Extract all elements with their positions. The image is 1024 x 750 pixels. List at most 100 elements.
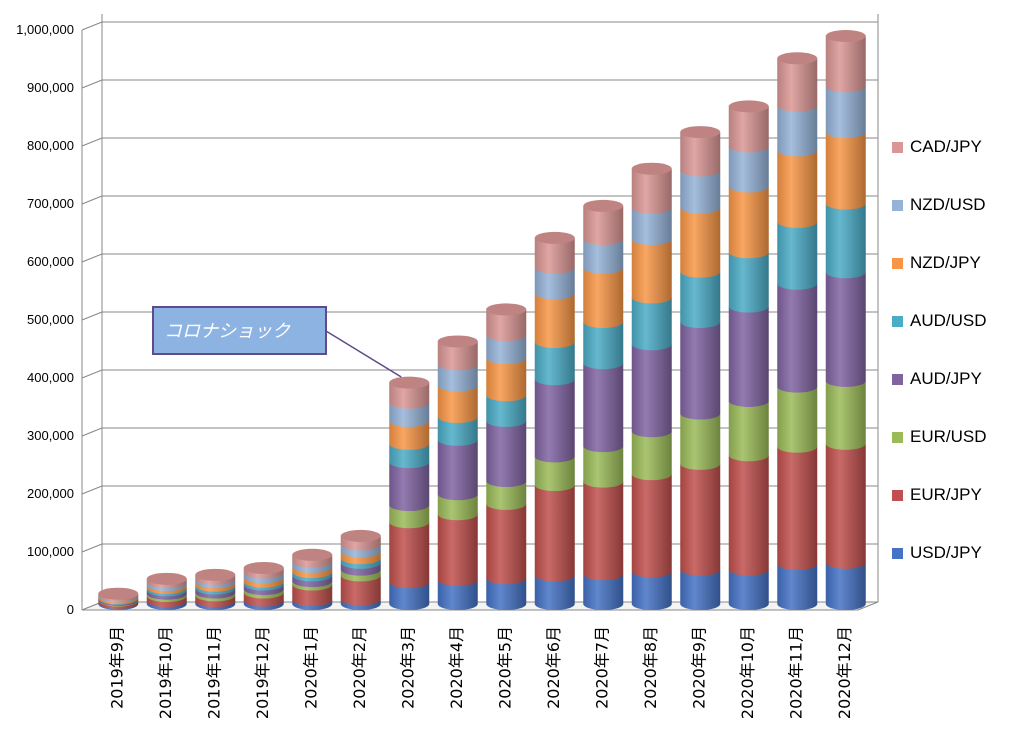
- legend-label: USD/JPY: [910, 543, 982, 562]
- bar-segment-eur-jpy: [389, 522, 430, 589]
- callout: コロナショック: [152, 306, 402, 378]
- x-tick-label: 2020年5月: [495, 626, 514, 709]
- bar-segment-cad-jpy: [583, 205, 624, 246]
- x-tick-label: 2019年10月: [156, 626, 175, 719]
- legend-swatch: [892, 548, 903, 559]
- bar-segment-usd-jpy: [534, 575, 575, 610]
- bar-top-cap: [777, 52, 818, 65]
- bar-segment-eur-jpy: [680, 463, 721, 576]
- bar-segment-eur-jpy: [486, 503, 527, 585]
- bar-segment-eur-usd: [583, 446, 624, 488]
- bar-segment-usd-jpy: [389, 582, 430, 610]
- bar-segment-usd-jpy: [680, 569, 721, 610]
- bar-segment-eur-jpy: [777, 446, 818, 570]
- gridline-side: [81, 79, 103, 89]
- bar-segment-aud-jpy: [486, 420, 527, 488]
- bar-segment-aud-usd: [534, 342, 575, 386]
- gridline-side: [81, 253, 103, 263]
- bar-segment-eur-jpy: [728, 455, 769, 576]
- bar-segment-aud-usd: [486, 395, 527, 427]
- bar-stack: [292, 548, 333, 610]
- bar-segment-usd-jpy: [486, 578, 527, 610]
- bar-segment-usd-jpy: [631, 571, 672, 610]
- bar-segment-eur-jpy: [437, 514, 478, 586]
- bar-segment-usd-jpy: [825, 562, 866, 610]
- gridline-side: [81, 369, 103, 379]
- bar-top-cap: [389, 376, 430, 389]
- x-tick-label: 2020年6月: [544, 626, 563, 709]
- bar-segment-cad-jpy: [437, 341, 478, 371]
- x-tick-label: 2020年7月: [592, 626, 611, 709]
- legend-swatch: [892, 432, 903, 443]
- bar-segment-eur-usd: [680, 413, 721, 470]
- bar-stack: [195, 568, 236, 610]
- bar-segment-nzd-usd: [583, 239, 624, 274]
- bar-stack: [534, 231, 575, 610]
- bar-top-cap: [534, 231, 575, 244]
- bar-top-cap: [340, 529, 381, 542]
- bar-segment-cad-jpy: [777, 58, 818, 112]
- y-tick-label: 300,000: [27, 428, 74, 443]
- bar-segment-eur-jpy: [340, 575, 381, 606]
- bar-segment-aud-usd: [680, 271, 721, 329]
- legend-swatch: [892, 142, 903, 153]
- bar-segment-cad-jpy: [389, 382, 430, 409]
- gridline-side: [81, 311, 103, 321]
- legend: CAD/JPY NZD/USD NZD/JPY AUD/USD AUD/JPY EUR/U…: [892, 137, 987, 562]
- bar-segment-cad-jpy: [680, 132, 721, 177]
- x-tick-label: 2020年10月: [738, 626, 757, 719]
- bar-stack: [680, 126, 721, 610]
- bar-segment-aud-usd: [389, 443, 430, 469]
- x-tick-label: 2019年11月: [204, 626, 223, 719]
- gridline-side: [81, 427, 103, 437]
- bar-segment-eur-usd: [631, 431, 672, 481]
- x-tick-label: 2020年2月: [350, 626, 369, 709]
- x-tick-label: 2020年1月: [301, 626, 320, 709]
- bar-stack: [777, 52, 818, 610]
- x-tick-label: 2020年12月: [835, 626, 854, 719]
- legend-swatch: [892, 374, 903, 385]
- bar-segment-eur-jpy: [631, 474, 672, 578]
- y-axis: 0 100,000 200,000 300,000 400,000 500,000 600,…: [16, 22, 83, 617]
- bar-segment-aud-jpy: [437, 439, 478, 501]
- x-tick-label: 2019年9月: [107, 626, 126, 709]
- bar-segment-cad-jpy: [631, 168, 672, 214]
- gridline-side: [81, 543, 103, 553]
- bar-segment-eur-usd: [389, 505, 430, 529]
- x-tick-label: 2020年8月: [641, 626, 660, 709]
- bar-segment-nzd-jpy: [680, 207, 721, 278]
- x-tick-label: 2020年3月: [398, 626, 417, 709]
- legend-swatch: [892, 258, 903, 269]
- bar-stack: [340, 529, 381, 610]
- bar-top-cap: [243, 561, 284, 574]
- bar-top-cap: [98, 587, 139, 600]
- bar-segment-aud-jpy: [728, 306, 769, 407]
- bar-segment-eur-jpy: [583, 481, 624, 581]
- bar-segment-usd-jpy: [583, 574, 624, 610]
- gridline-side: [81, 21, 103, 31]
- bar-segment-nzd-jpy: [437, 385, 478, 423]
- y-tick-label: 900,000: [27, 80, 74, 95]
- bar-top-cap: [631, 162, 672, 175]
- gridline-side: [81, 485, 103, 495]
- callout-pointer: [325, 330, 402, 378]
- bar-segment-aud-jpy: [680, 322, 721, 420]
- bar-stack: [98, 587, 139, 610]
- bar-segment-aud-usd: [825, 203, 866, 279]
- bar-segment-aud-jpy: [389, 462, 430, 512]
- y-tick-label: 600,000: [27, 254, 74, 269]
- bar-segment-aud-usd: [728, 252, 769, 313]
- bar-top-cap: [825, 30, 866, 43]
- bar-segment-nzd-usd: [631, 207, 672, 246]
- bar-top-cap: [437, 335, 478, 348]
- bar-segment-aud-jpy: [825, 272, 866, 387]
- bar-segment-eur-usd: [437, 494, 478, 521]
- bar-top-cap: [486, 303, 527, 316]
- bar-stack: [437, 335, 478, 610]
- bar-segment-nzd-usd: [389, 402, 430, 427]
- gridline-side: [81, 195, 103, 205]
- legend-label: NZD/USD: [910, 195, 986, 214]
- bar-segment-nzd-jpy: [631, 239, 672, 304]
- bar-segment-nzd-usd: [534, 267, 575, 300]
